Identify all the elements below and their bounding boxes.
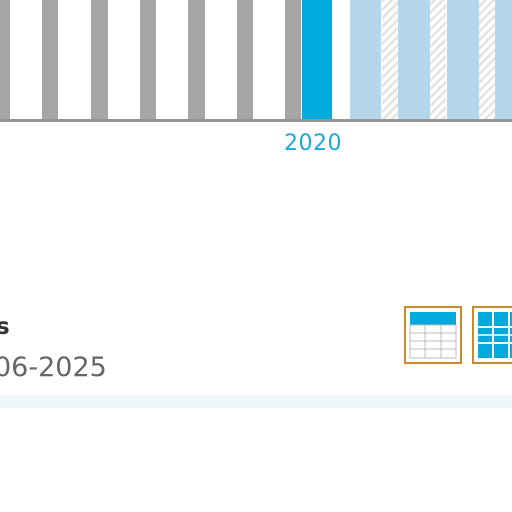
table-view-icon (409, 312, 457, 359)
timeline-bar-future[interactable] (398, 0, 430, 119)
timeline-gap-hatched[interactable] (479, 0, 495, 119)
timeline-bar-future[interactable] (495, 0, 512, 119)
grid-view-button[interactable] (472, 306, 512, 364)
timeline-bar-current[interactable] (302, 0, 332, 119)
section-subtitle: 06-2025 (0, 352, 107, 383)
timeline-chart (0, 0, 512, 122)
timeline-bar-future[interactable] (447, 0, 479, 119)
timeline-gap-hatched[interactable] (430, 0, 446, 119)
section-title: s (0, 314, 10, 340)
timeline-bar-past[interactable] (91, 0, 108, 119)
selected-year-label[interactable]: 2020 (284, 131, 342, 156)
timeline-axis (0, 119, 512, 122)
timeline-bar-past[interactable] (140, 0, 156, 119)
timeline-bar-future[interactable] (350, 0, 381, 119)
section-divider (0, 395, 512, 408)
timeline-bar-past[interactable] (42, 0, 58, 119)
timeline-bar-past[interactable] (285, 0, 301, 119)
timeline-bar-past[interactable] (237, 0, 253, 119)
table-view-button[interactable] (404, 306, 462, 364)
timeline-bar-past[interactable] (0, 0, 10, 119)
timeline-gap-hatched[interactable] (382, 0, 398, 119)
timeline-bar-past[interactable] (188, 0, 205, 119)
grid-view-icon (478, 312, 512, 358)
